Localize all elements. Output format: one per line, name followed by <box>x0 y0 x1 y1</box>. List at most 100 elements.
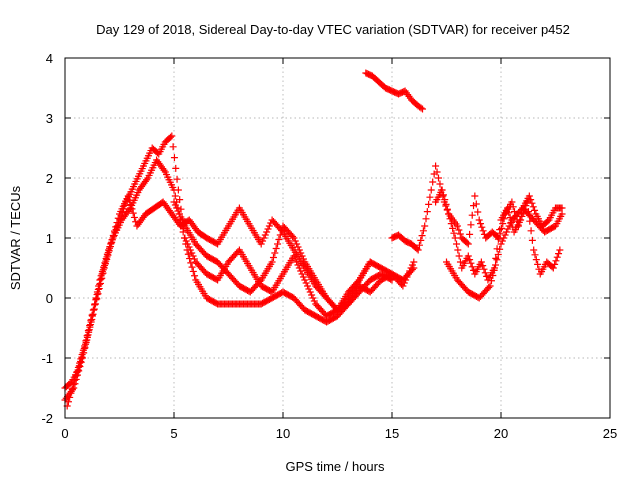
data-point <box>291 237 299 245</box>
data-point <box>456 230 464 238</box>
data-point <box>177 213 185 221</box>
data-point <box>178 216 186 224</box>
data-point <box>552 257 560 265</box>
data-point <box>467 259 475 267</box>
data-point <box>169 143 177 151</box>
data-point <box>76 359 84 367</box>
data-point <box>497 224 505 232</box>
data-point <box>127 201 135 209</box>
data-point <box>468 211 476 219</box>
data-point <box>453 240 461 248</box>
data-point <box>299 255 307 263</box>
data-point <box>558 210 566 218</box>
y-tick-label: 2 <box>46 171 53 186</box>
data-point <box>419 105 427 113</box>
data-point <box>189 252 197 260</box>
data-point <box>99 266 107 274</box>
data-point <box>438 186 446 194</box>
data-point <box>289 233 297 240</box>
data-point <box>414 246 422 254</box>
data-point <box>104 249 112 257</box>
data-point <box>263 228 271 236</box>
data-point <box>492 254 500 262</box>
data-point <box>472 200 480 208</box>
data-point <box>102 257 110 265</box>
data-point <box>475 216 483 224</box>
data-point <box>468 263 476 271</box>
data-point <box>466 230 474 238</box>
data-point <box>171 201 179 209</box>
data-point <box>67 389 75 397</box>
data-point <box>494 251 502 258</box>
data-point <box>309 294 317 302</box>
data-point <box>84 327 92 335</box>
data-point <box>399 282 407 290</box>
data-point <box>406 267 414 275</box>
data-point <box>112 223 120 231</box>
data-point <box>272 245 280 252</box>
data-point <box>170 154 178 162</box>
data-point <box>490 266 498 274</box>
data-point <box>256 278 264 285</box>
data-point <box>304 282 312 290</box>
data-point <box>124 192 132 200</box>
data-point <box>93 291 101 299</box>
data-point <box>168 132 176 140</box>
data-point <box>433 168 441 176</box>
data-point <box>435 174 443 182</box>
data-point <box>417 104 425 112</box>
data-point <box>71 376 79 384</box>
data-point <box>189 267 197 275</box>
data-point <box>549 264 557 272</box>
data-point <box>466 256 474 264</box>
data-point <box>558 204 566 212</box>
data-point <box>528 199 536 207</box>
data-point <box>422 215 430 223</box>
y-tick-label: 0 <box>46 291 53 306</box>
data-point <box>167 133 175 141</box>
data-point <box>190 255 198 263</box>
data-point <box>427 186 435 194</box>
data-point <box>298 252 306 260</box>
data-point <box>449 224 457 232</box>
data-point <box>128 205 136 213</box>
data-point <box>426 193 434 201</box>
data-point <box>92 296 100 304</box>
data-point <box>517 216 525 224</box>
data-point <box>306 288 314 296</box>
data-point <box>188 249 196 257</box>
data-point <box>114 214 122 222</box>
x-tick-label: 10 <box>276 426 290 441</box>
data-point <box>551 260 559 268</box>
data-point <box>487 277 495 285</box>
data-point <box>186 246 194 254</box>
data-point <box>418 232 426 240</box>
data-point <box>439 191 447 199</box>
data-point <box>410 258 418 266</box>
data-point <box>160 166 168 174</box>
x-tick-label: 0 <box>61 426 68 441</box>
data-point <box>500 234 508 242</box>
data-point <box>532 256 540 264</box>
data-point <box>451 234 459 242</box>
data-point <box>478 223 486 231</box>
data-point <box>455 226 463 234</box>
data-point <box>82 337 90 345</box>
data-point <box>293 240 301 248</box>
data-point <box>185 243 193 251</box>
data-point <box>507 219 515 227</box>
data-point <box>443 205 451 213</box>
data-point <box>264 225 272 233</box>
data-point <box>442 200 450 208</box>
data-point <box>523 198 531 206</box>
data-point <box>310 297 318 305</box>
data-point <box>436 180 444 188</box>
data-point <box>294 261 302 269</box>
data-point <box>72 372 80 380</box>
data-point <box>268 258 276 266</box>
data-point <box>493 256 501 264</box>
data-point <box>544 217 552 225</box>
data-point <box>174 207 182 215</box>
data-point <box>553 253 561 261</box>
data-point <box>259 237 267 245</box>
